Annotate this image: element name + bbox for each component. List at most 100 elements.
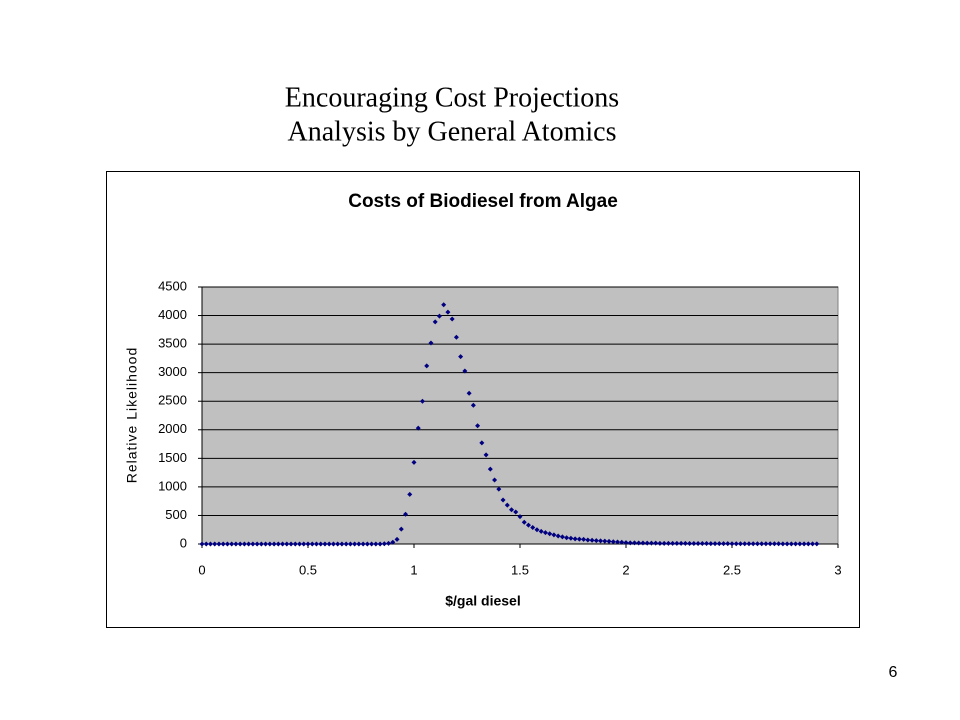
data-point — [263, 541, 269, 547]
data-point — [699, 541, 705, 547]
page-number: 6 — [889, 664, 898, 681]
data-point — [233, 541, 239, 547]
data-point — [610, 539, 616, 545]
y-tick-label: 1000 — [158, 478, 187, 493]
x-tick-label: 3 — [834, 562, 841, 577]
x-tick-label: 0.5 — [299, 562, 317, 577]
data-point — [551, 532, 557, 538]
data-point — [271, 541, 277, 547]
data-point — [797, 541, 803, 547]
data-point — [585, 537, 591, 543]
data-point — [776, 541, 782, 547]
data-point — [407, 491, 413, 497]
data-point — [661, 540, 667, 546]
data-point — [623, 540, 629, 546]
data-point — [216, 541, 222, 547]
data-point — [479, 440, 485, 446]
data-point — [572, 536, 578, 542]
slide-subtitle: Analysis by General Atomics — [288, 116, 617, 147]
y-tick-label: 2500 — [158, 393, 187, 408]
data-point — [500, 497, 506, 503]
data-point — [763, 541, 769, 547]
data-point — [339, 541, 345, 547]
data-point — [398, 526, 404, 532]
data-point — [670, 540, 676, 546]
data-point — [568, 535, 574, 541]
data-point — [453, 334, 459, 340]
data-point — [335, 541, 341, 547]
data-point — [576, 536, 582, 542]
y-axis-label: Relative Likelihood — [124, 347, 140, 484]
data-point — [581, 536, 587, 542]
data-point — [330, 541, 336, 547]
data-point — [619, 539, 625, 545]
data-point — [631, 540, 637, 546]
data-point — [538, 528, 544, 534]
data-point — [297, 541, 303, 547]
data-point — [394, 536, 400, 542]
chart-title: Costs of Biodiesel from Algae — [348, 191, 618, 212]
data-point — [754, 541, 760, 547]
y-tick-label: 2000 — [158, 421, 187, 436]
data-point — [725, 541, 731, 547]
data-point — [687, 541, 693, 547]
data-point — [381, 541, 387, 547]
y-tick-label: 500 — [165, 507, 187, 522]
slide-title: Encouraging Cost Projections — [285, 82, 619, 113]
data-point — [199, 541, 205, 547]
data-point — [742, 541, 748, 547]
data-point — [343, 541, 349, 547]
data-point — [534, 527, 540, 533]
y-tick-label: 4500 — [158, 278, 187, 293]
data-point — [284, 541, 290, 547]
data-point — [721, 541, 727, 547]
data-point — [691, 541, 697, 547]
y-tick-label: 0 — [180, 535, 187, 550]
x-tick-label: 2 — [622, 562, 629, 577]
data-point — [275, 541, 281, 547]
data-point — [445, 309, 451, 315]
data-point — [733, 541, 739, 547]
data-point — [241, 541, 247, 547]
data-point — [347, 541, 353, 547]
data-point — [665, 540, 671, 546]
data-point — [470, 402, 476, 408]
data-point — [462, 368, 468, 374]
data-point — [542, 530, 548, 536]
data-point — [759, 541, 765, 547]
data-point — [784, 541, 790, 547]
data-point — [674, 540, 680, 546]
data-point — [598, 538, 604, 544]
data-point — [207, 541, 213, 547]
data-point — [390, 539, 396, 545]
data-point — [788, 541, 794, 547]
data-point — [589, 537, 595, 543]
data-point — [602, 538, 608, 544]
data-point — [318, 541, 324, 547]
data-point — [246, 541, 252, 547]
data-point — [483, 452, 489, 458]
data-point — [466, 390, 472, 396]
data-point — [496, 486, 502, 492]
data-point — [309, 541, 315, 547]
data-point — [403, 511, 409, 517]
data-point — [517, 514, 523, 520]
data-point — [258, 541, 264, 547]
data-point — [229, 541, 235, 547]
data-point — [771, 541, 777, 547]
data-point — [805, 541, 811, 547]
data-point — [449, 316, 455, 322]
data-point — [640, 540, 646, 546]
data-point — [682, 540, 688, 546]
data-point — [322, 541, 328, 547]
data-point — [780, 541, 786, 547]
data-point — [504, 502, 510, 508]
x-tick-label: 1 — [410, 562, 417, 577]
data-point — [288, 541, 294, 547]
data-point — [678, 540, 684, 546]
data-point — [326, 541, 332, 547]
data-point — [475, 423, 481, 429]
data-point — [458, 354, 464, 360]
